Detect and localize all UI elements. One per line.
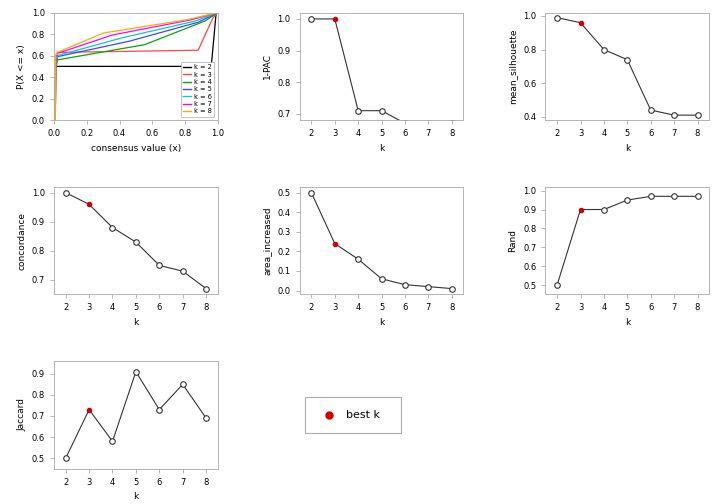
- Y-axis label: concordance: concordance: [17, 212, 26, 270]
- Y-axis label: Jaccard: Jaccard: [17, 399, 26, 431]
- X-axis label: k: k: [379, 318, 384, 327]
- X-axis label: k: k: [625, 318, 630, 327]
- X-axis label: k: k: [379, 144, 384, 153]
- Y-axis label: Rand: Rand: [508, 229, 518, 252]
- Y-axis label: 1-PAC: 1-PAC: [263, 53, 272, 80]
- Y-axis label: mean_silhouette: mean_silhouette: [508, 29, 518, 104]
- X-axis label: k: k: [133, 318, 138, 327]
- X-axis label: k: k: [625, 144, 630, 153]
- X-axis label: consensus value (x): consensus value (x): [91, 144, 181, 153]
- Y-axis label: area_increased: area_increased: [263, 206, 272, 275]
- FancyBboxPatch shape: [305, 397, 401, 433]
- X-axis label: k: k: [133, 492, 138, 501]
- Y-axis label: P(X <= x): P(X <= x): [17, 44, 26, 89]
- Legend: k = 2, k = 3, k = 4, k = 5, k = 6, k = 7, k = 8: k = 2, k = 3, k = 4, k = 5, k = 6, k = 7…: [181, 61, 215, 117]
- Text: best k: best k: [346, 410, 379, 420]
